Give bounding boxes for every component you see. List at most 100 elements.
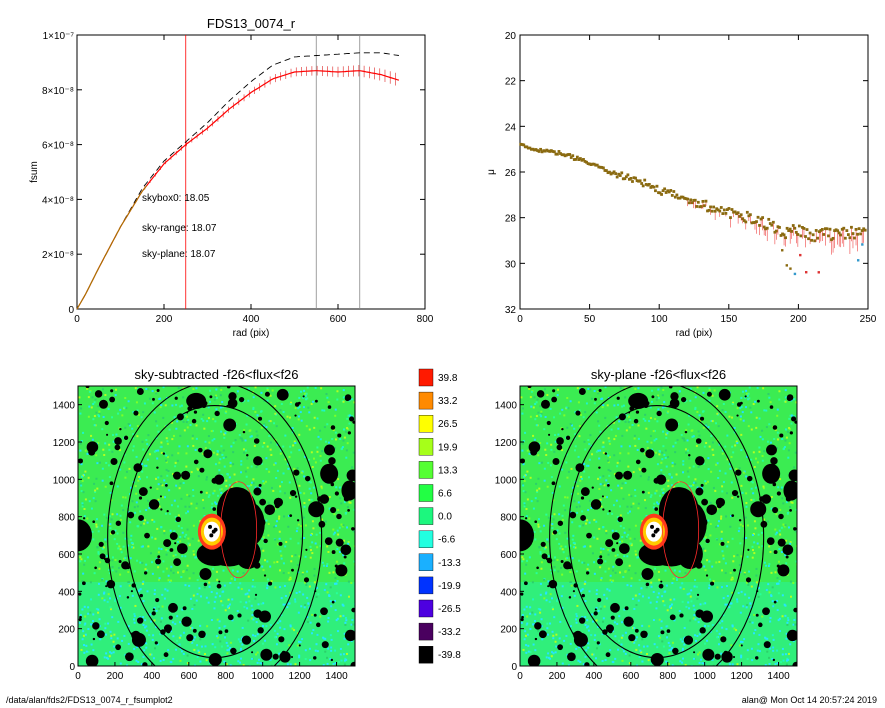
noise-pixel [663, 401, 666, 404]
noise-pixel [197, 649, 200, 652]
noise-pixel [635, 648, 638, 651]
noise-pixel [535, 572, 538, 575]
noise-pixel [226, 652, 229, 655]
masked-blob [320, 463, 339, 484]
noise-pixel [169, 660, 172, 663]
noise-pixel [125, 470, 128, 473]
noise-pixel [156, 527, 159, 530]
noise-pixel [547, 580, 550, 583]
data-point [836, 229, 840, 233]
noise-pixel [567, 555, 570, 558]
colorbar-label: 13.3 [438, 465, 458, 476]
noise-pixel [712, 580, 715, 583]
noise-pixel [685, 605, 688, 608]
noise-pixel [271, 389, 274, 392]
noise-pixel [251, 585, 254, 588]
noise-pixel [670, 476, 673, 479]
noise-pixel [607, 459, 610, 462]
aperture-red [662, 481, 700, 579]
masked-star [92, 622, 100, 630]
noise-pixel [786, 512, 789, 515]
data-point [658, 191, 662, 195]
noise-pixel [248, 429, 251, 432]
noise-pixel [739, 542, 742, 545]
noise-pixel [671, 641, 674, 644]
noise-pixel [721, 409, 724, 412]
noise-pixel [775, 531, 778, 534]
noise-pixel [763, 561, 766, 564]
noise-pixel [587, 464, 590, 467]
noise-pixel [704, 549, 707, 552]
noise-pixel [297, 542, 300, 545]
noise-pixel [310, 403, 313, 406]
data-point [755, 220, 758, 224]
noise-pixel [316, 633, 319, 636]
noise-pixel [232, 451, 235, 454]
masked-star [85, 654, 99, 666]
noise-pixel [311, 632, 314, 635]
noise-pixel [595, 411, 598, 414]
x-tick-label: 400 [144, 671, 161, 682]
noise-pixel [540, 410, 543, 413]
data-point [608, 170, 611, 174]
noise-pixel [339, 615, 342, 618]
noise-pixel [649, 435, 652, 438]
noise-pixel [279, 569, 282, 572]
noise-pixel [774, 428, 777, 431]
data-point [683, 196, 686, 200]
noise-pixel [133, 647, 136, 650]
masked-star [628, 634, 636, 642]
noise-pixel [231, 569, 234, 572]
noise-pixel [739, 407, 742, 410]
masked-star [138, 515, 145, 521]
noise-pixel [599, 547, 602, 550]
data-point [698, 205, 702, 209]
noise-pixel [697, 430, 700, 433]
noise-pixel [115, 433, 118, 436]
data-point [816, 236, 820, 240]
noise-pixel [788, 526, 791, 529]
masked-star [264, 391, 270, 397]
noise-pixel [751, 549, 754, 552]
noise-pixel [292, 429, 295, 432]
noise-pixel [527, 650, 530, 653]
noise-pixel [546, 485, 549, 488]
noise-pixel [96, 462, 99, 465]
noise-pixel [225, 479, 228, 482]
noise-pixel [761, 429, 764, 432]
masked-star [162, 452, 166, 455]
noise-pixel [599, 430, 602, 433]
noise-pixel [153, 411, 156, 414]
noise-pixel [232, 463, 235, 466]
noise-pixel [137, 413, 140, 416]
noise-pixel [82, 431, 85, 434]
noise-pixel [343, 637, 346, 640]
masked-star [181, 616, 192, 627]
noise-pixel [137, 525, 140, 528]
masked-star [586, 532, 592, 539]
noise-pixel [612, 579, 615, 582]
noise-pixel [329, 586, 332, 589]
noise-pixel [161, 484, 164, 487]
noise-pixel [129, 424, 132, 427]
noise-pixel [197, 539, 200, 542]
data-point [862, 227, 866, 231]
noise-pixel [742, 525, 745, 528]
noise-pixel [96, 487, 99, 490]
noise-pixel [113, 538, 116, 541]
noise-pixel [685, 399, 688, 402]
data-point-outlier [805, 271, 808, 274]
noise-pixel [649, 495, 652, 498]
noise-pixel [338, 486, 341, 489]
data-point [756, 215, 760, 219]
noise-pixel [275, 524, 278, 527]
noise-pixel [720, 652, 723, 655]
noise-pixel [314, 461, 317, 464]
noise-pixel [661, 640, 664, 643]
noise-pixel [742, 605, 745, 608]
data-point [536, 149, 539, 152]
noise-pixel [614, 473, 617, 476]
noise-pixel [740, 433, 743, 436]
noise-pixel [751, 534, 754, 537]
masked-star [536, 390, 545, 398]
